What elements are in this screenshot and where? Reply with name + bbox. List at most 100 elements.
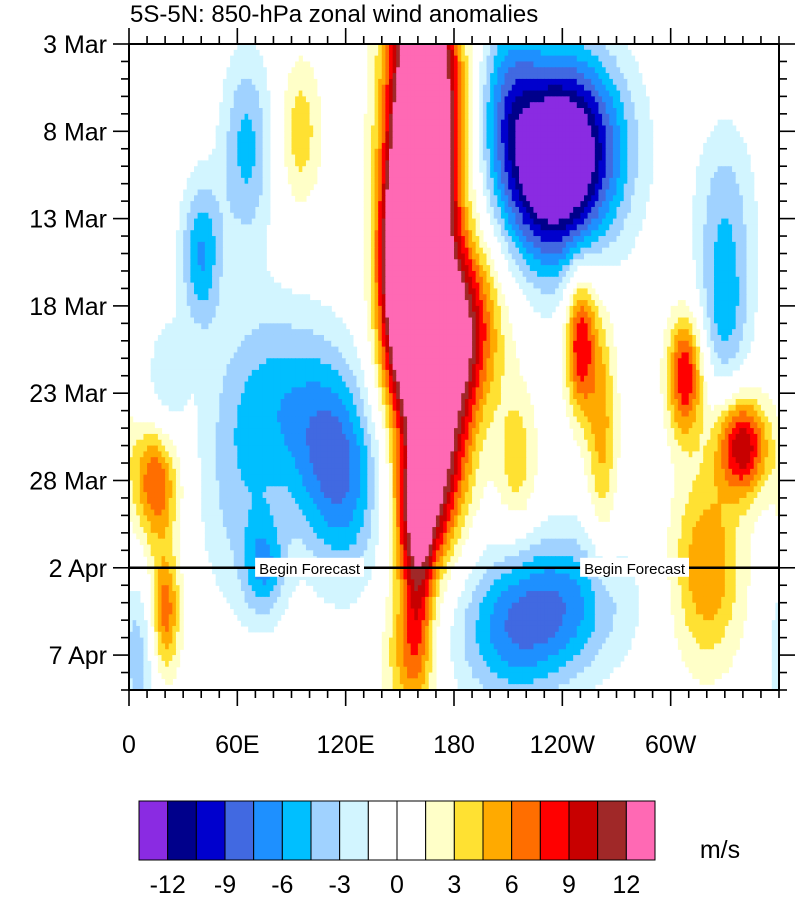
heatmap-cell-4351 [493, 276, 498, 284]
heatmap-cell-4953 [259, 311, 264, 319]
heatmap-cell-3961 [605, 253, 610, 260]
heatmap-cell-2872 [428, 201, 433, 208]
heatmap-cell-663 [551, 84, 556, 92]
heatmap-cell-1112 [374, 113, 379, 121]
heatmap-cell-2717 [212, 195, 217, 202]
heatmap-cell-2263 [414, 172, 419, 179]
heatmap-cell-3436 [251, 230, 256, 237]
heatmap-cell-1155 [537, 113, 542, 121]
heatmap-cell-981 [634, 102, 639, 109]
heatmap-cell-1835 [620, 148, 625, 156]
heatmap-cell-858 [551, 96, 556, 103]
heatmap-cell-4049 [519, 259, 524, 266]
heatmap-cell-2510 [417, 183, 423, 191]
heatmap-cell-1648 [313, 142, 318, 150]
heatmap-cell-110 [482, 49, 488, 57]
heatmap-cell-4955 [266, 311, 271, 319]
heatmap-cell-3542 [215, 236, 220, 243]
heatmap-cell-4871 [428, 305, 433, 313]
heatmap-cell-164 [378, 55, 383, 63]
heatmap-cell-510 [259, 78, 264, 86]
heatmap-cell-29 [454, 44, 459, 51]
heatmap-cell-555 [500, 78, 506, 86]
heatmap-cell-4758 [439, 300, 444, 307]
heatmap-cell-4644 [432, 294, 437, 301]
heatmap-cell-813 [381, 96, 386, 103]
heatmap-cell-3426 [215, 230, 220, 237]
heatmap-cell-1976 [201, 160, 206, 167]
heatmap-cell-4268 [562, 270, 567, 278]
heatmap-cell-3863 [721, 247, 726, 255]
heatmap-cell-3792 [392, 247, 397, 255]
heatmap-cell-501 [226, 78, 231, 86]
heatmap-cell-2830 [183, 201, 188, 208]
heatmap-cell-3524 [732, 230, 737, 237]
heatmap-cell-4087 [732, 259, 737, 266]
heatmap-cell-2484 [251, 183, 256, 191]
heatmap-cell-2120 [295, 166, 300, 173]
heatmap-cell-1489 [598, 131, 603, 138]
heatmap-cell-2799 [602, 195, 607, 202]
heatmap-cell-1997 [291, 160, 296, 167]
heatmap-cell-2323 [641, 172, 646, 179]
heatmap-cell-1718 [616, 142, 621, 150]
heatmap-cell-616 [374, 84, 379, 92]
heatmap-cell-3242 [497, 218, 502, 226]
heatmap-cell-3956 [587, 253, 592, 260]
heatmap-cell-3001 [468, 206, 473, 214]
heatmap-cell-2661 [533, 189, 538, 196]
heatmap-cell-3507 [616, 230, 621, 237]
heatmap-cell-354 [435, 67, 441, 74]
heatmap-cell-3786 [370, 247, 376, 255]
heatmap-cell-52 [547, 44, 553, 51]
heatmap-cell-3894 [251, 253, 256, 260]
heatmap-cell-3460 [435, 230, 441, 237]
heatmap-cell-2795 [587, 195, 592, 202]
heatmap-cell-1807 [519, 148, 524, 156]
heatmap-cell-2271 [443, 172, 448, 179]
heatmap-cell-184 [450, 55, 455, 63]
heatmap-cell-167 [389, 55, 394, 63]
heatmap-cell-4812 [179, 305, 184, 313]
heatmap-cell-1505 [714, 131, 719, 138]
heatmap-cell-3389 [612, 224, 618, 231]
heatmap-cell-4370 [706, 276, 711, 284]
heatmap-cell-3936 [515, 253, 520, 260]
heatmap-cell-3531 [175, 236, 181, 243]
heatmap-cell-2072 [612, 160, 618, 167]
heatmap-cell-1520 [244, 137, 249, 144]
heatmap-cell-3699 [468, 241, 473, 249]
heatmap-cell-56 [562, 44, 567, 51]
heatmap-cell-554 [497, 78, 502, 86]
heatmap-cell-172 [407, 55, 412, 63]
heatmap-cell-1424 [313, 131, 318, 138]
heatmap-cell-2918 [605, 201, 610, 208]
heatmap-cell-4739 [370, 300, 376, 307]
heatmap-cell-2703 [732, 189, 737, 196]
heatmap-cell-834 [457, 96, 462, 103]
heatmap-cell-3068 [190, 212, 195, 220]
heatmap-cell-1103 [298, 113, 303, 121]
heatmap-cell-894 [251, 102, 256, 109]
heatmap-cell-1797 [482, 148, 488, 156]
heatmap-cell-2032 [461, 160, 466, 167]
heatmap-cell-2257 [392, 172, 397, 179]
heatmap-cell-4261 [537, 270, 542, 278]
heatmap-cell-4549 [479, 288, 484, 295]
heatmap-cell-4273 [703, 270, 708, 278]
heatmap-cell-4191 [175, 270, 181, 278]
heatmap-cell-1093 [248, 113, 253, 121]
heatmap-cell-1199 [266, 119, 271, 127]
heatmap-cell-55 [558, 44, 563, 51]
heatmap-cell-3385 [598, 224, 603, 231]
heatmap-cell-1506 [717, 131, 722, 138]
heatmap-cell-464 [511, 73, 516, 80]
heatmap-cell-2790 [569, 195, 574, 202]
heatmap-cell-4917 [710, 305, 715, 313]
heatmap-cell-1267 [576, 119, 581, 127]
heatmap-cell-1413 [259, 131, 264, 138]
heatmap-cell-1214 [378, 119, 383, 127]
heatmap-cell-3248 [519, 218, 524, 226]
heatmap-cell-3075 [215, 212, 220, 220]
heatmap-cell-3149 [587, 212, 592, 220]
